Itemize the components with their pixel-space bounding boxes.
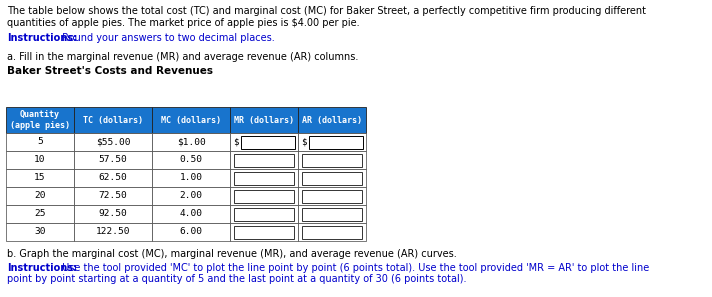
Bar	[309, 135, 363, 148]
Text: 92.50: 92.50	[99, 209, 127, 219]
Text: $: $	[301, 138, 306, 146]
Bar	[152, 151, 230, 169]
Bar	[74, 107, 152, 133]
Text: quantities of apple pies. The market price of apple pies is $4.00 per pie.: quantities of apple pies. The market pri…	[7, 18, 360, 28]
Text: a. Fill in the marginal revenue (MR) and average revenue (AR) columns.: a. Fill in the marginal revenue (MR) and…	[7, 52, 358, 62]
Bar	[234, 171, 294, 184]
Bar	[6, 169, 74, 187]
Bar	[230, 151, 298, 169]
Text: 5: 5	[37, 138, 43, 146]
Bar	[230, 133, 298, 151]
Bar	[74, 223, 152, 241]
Bar	[152, 223, 230, 241]
Bar	[234, 225, 294, 238]
Bar	[298, 169, 366, 187]
Text: $1.00: $1.00	[177, 138, 205, 146]
Bar	[74, 187, 152, 205]
Text: 4.00: 4.00	[179, 209, 202, 219]
Text: 122.50: 122.50	[95, 228, 130, 236]
Bar	[298, 133, 366, 151]
Text: 57.50: 57.50	[99, 156, 127, 165]
Bar	[74, 133, 152, 151]
Text: Instructions:: Instructions:	[7, 33, 77, 43]
Text: point by point starting at a quantity of 5 and the last point at a quantity of 3: point by point starting at a quantity of…	[7, 274, 466, 284]
Bar	[298, 223, 366, 241]
Bar	[6, 107, 74, 133]
Bar	[230, 169, 298, 187]
Text: b. Graph the marginal cost (MC), marginal revenue (MR), and average revenue (AR): b. Graph the marginal cost (MC), margina…	[7, 249, 457, 259]
Bar	[234, 208, 294, 220]
Text: TC (dollars): TC (dollars)	[83, 116, 143, 124]
Text: MC (dollars): MC (dollars)	[161, 116, 221, 124]
Bar	[302, 225, 362, 238]
Text: 25: 25	[34, 209, 46, 219]
Bar	[6, 205, 74, 223]
Text: MR (dollars): MR (dollars)	[234, 116, 294, 124]
Bar	[298, 107, 366, 133]
Bar	[74, 205, 152, 223]
Text: 2.00: 2.00	[179, 192, 202, 200]
Bar	[230, 187, 298, 205]
Bar	[6, 133, 74, 151]
Bar	[6, 151, 74, 169]
Bar	[152, 187, 230, 205]
Bar	[152, 107, 230, 133]
Text: 15: 15	[34, 173, 46, 182]
Text: Quantity
(apple pies): Quantity (apple pies)	[10, 110, 70, 130]
Bar	[302, 171, 362, 184]
Text: $: $	[233, 138, 239, 146]
Bar	[302, 189, 362, 203]
Text: AR (dollars): AR (dollars)	[302, 116, 362, 124]
Bar	[302, 208, 362, 220]
Text: Round your answers to two decimal places.: Round your answers to two decimal places…	[59, 33, 275, 43]
Bar	[241, 135, 295, 148]
Bar	[230, 107, 298, 133]
Bar	[230, 223, 298, 241]
Text: Use the tool provided 'MC' to plot the line point by point (6 points total). Use: Use the tool provided 'MC' to plot the l…	[59, 263, 649, 273]
Text: $55.00: $55.00	[95, 138, 130, 146]
Text: 30: 30	[34, 228, 46, 236]
Bar	[230, 205, 298, 223]
Text: Instructions:: Instructions:	[7, 263, 77, 273]
Bar	[6, 223, 74, 241]
Text: 20: 20	[34, 192, 46, 200]
Bar	[152, 133, 230, 151]
Bar	[74, 169, 152, 187]
Bar	[302, 154, 362, 167]
Text: The table below shows the total cost (TC) and marginal cost (MC) for Baker Stree: The table below shows the total cost (TC…	[7, 6, 646, 16]
Text: 62.50: 62.50	[99, 173, 127, 182]
Text: 10: 10	[34, 156, 46, 165]
Bar	[74, 151, 152, 169]
Text: 72.50: 72.50	[99, 192, 127, 200]
Bar	[234, 189, 294, 203]
Bar	[6, 187, 74, 205]
Text: 6.00: 6.00	[179, 228, 202, 236]
Text: 1.00: 1.00	[179, 173, 202, 182]
Text: 0.50: 0.50	[179, 156, 202, 165]
Bar	[298, 151, 366, 169]
Bar	[152, 169, 230, 187]
Bar	[234, 154, 294, 167]
Bar	[298, 205, 366, 223]
Bar	[152, 205, 230, 223]
Bar	[298, 187, 366, 205]
Text: Baker Street's Costs and Revenues: Baker Street's Costs and Revenues	[7, 66, 213, 76]
